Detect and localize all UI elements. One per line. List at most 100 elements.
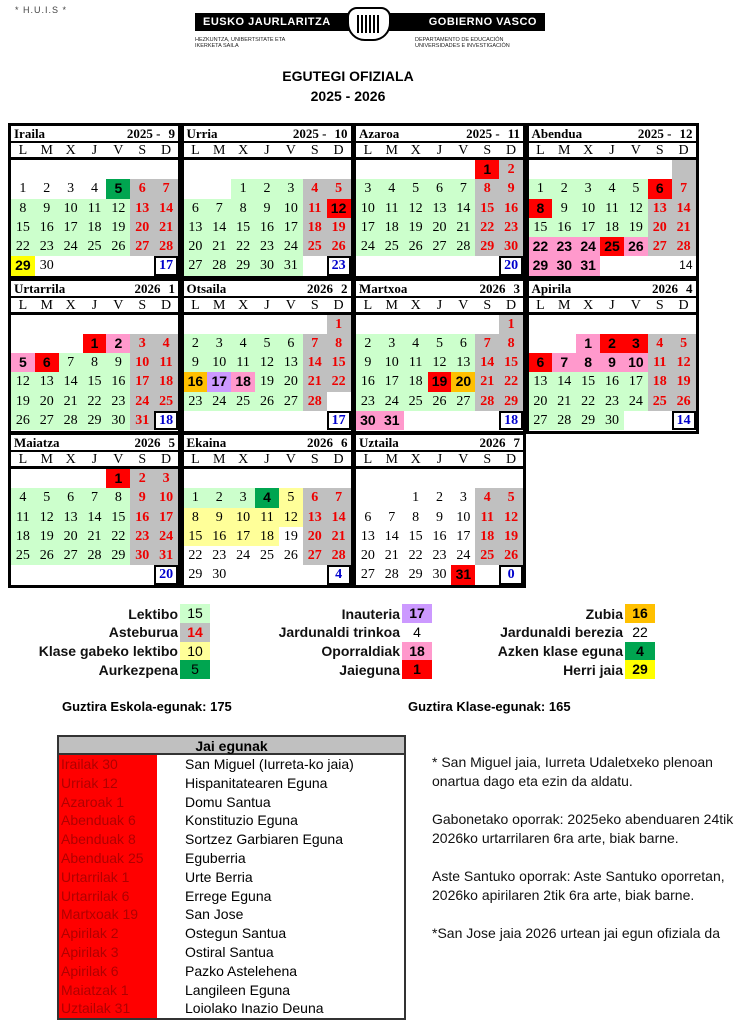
day-cell: 4 (255, 488, 279, 508)
logo-left-text: EUSKO JAURLARITZA (203, 16, 331, 28)
day-cell: 8 (82, 353, 107, 373)
empty-cell (404, 256, 428, 275)
holiday-row: Urtarrilak 6 Erregе Eguna (59, 886, 404, 906)
weekday-label: V (458, 143, 469, 158)
day-cell: 30 (212, 567, 227, 583)
month-number: 5 (168, 435, 176, 450)
weekday-label: L (536, 143, 545, 158)
empty-cell (356, 469, 380, 488)
day-cell: 3 (459, 490, 467, 506)
legend-swatch: 5 (180, 660, 210, 680)
day-cell: 31 (576, 256, 601, 276)
holiday-name: Domu Santua (185, 793, 271, 810)
day-cell: 22 (475, 217, 500, 238)
empty-cell (207, 315, 231, 334)
day-cell: 3 (130, 333, 155, 354)
holiday-name: Konstituzio Eguna (185, 812, 298, 829)
day-cell: 23 (432, 548, 447, 564)
month-abendua: Abendua 2025 -12 L M X J V S D 1 2 3 4 5 6 7 8 9 10 11 12 13 1… (525, 123, 699, 279)
month-name: Uztaila (359, 435, 399, 450)
holidays-table-title: Jai egunak (59, 737, 404, 755)
day-cell: 9 (435, 509, 443, 525)
day-cell: 14 (384, 528, 399, 544)
day-cell: 29 (106, 546, 131, 566)
weekday-label: L (18, 297, 28, 313)
empty-cell (380, 256, 404, 275)
day-cell: 8 (11, 198, 35, 218)
day-cell: 21 (154, 217, 178, 238)
day-cell: 1 (412, 490, 420, 506)
day-cell: 13 (58, 507, 83, 527)
day-cell: 8 (475, 179, 500, 199)
day-cell: 2 (600, 333, 624, 354)
month-year: 2026 (652, 280, 678, 296)
day-cell: 18 (403, 372, 428, 392)
holiday-name: Urte Berria (185, 868, 253, 885)
day-cell: 6 (130, 179, 155, 199)
month-urria: Urria 2025 -10 L M X J V S D 1 2 3 4 5 6 7 8 9 10 11 12 13 14 1… (180, 123, 354, 279)
day-cell: 2 (130, 469, 155, 489)
legend-label: Oporraldiak (321, 643, 400, 660)
month-year: 2025 - (126, 126, 161, 141)
weekday-label: J (91, 297, 98, 313)
holiday-row: Irailak 30 San Miguel (Iurreta-ko jaia) (59, 755, 404, 774)
day-cell: 14 (82, 507, 107, 527)
day-cell: 4 (379, 179, 404, 199)
day-cell: 8 (499, 333, 523, 354)
day-cell: 11 (475, 507, 500, 527)
day-cell: 26 (671, 391, 696, 411)
weekday-label: V (285, 143, 296, 158)
day-cell: 22 (499, 372, 523, 392)
empty-cell (279, 565, 303, 584)
legend-swatch: 1 (402, 660, 432, 680)
empty-cell (576, 315, 600, 334)
day-cell: 25 (259, 548, 274, 564)
day-cell: 31 (278, 256, 303, 276)
day-cell: 12 (499, 507, 523, 527)
weekday-label: D (161, 143, 172, 158)
month-azaroa: Azaroa 2025 -11 L M X J V S D 1 2 3 4 5 6 7 8 9 10 11 12 13 14… (353, 123, 526, 279)
holiday-date: Martxoak 19 (59, 905, 157, 925)
day-cell: 3 (623, 333, 648, 354)
legend-swatch: 17 (402, 604, 432, 623)
day-cell: 31 (154, 546, 178, 566)
day-cell: 22 (106, 526, 131, 547)
month-days: 1 2 3 4 5 6 7 8 9 10 11 12 13 14 15 16 17 18 19 20 21 22 23 24 2… (528, 315, 696, 431)
legend-swatch: 14 (180, 622, 210, 642)
weekday-label: L (18, 452, 28, 467)
empty-cell (11, 334, 35, 353)
day-cell: 8 (231, 198, 256, 218)
day-cell: 22 (231, 237, 256, 257)
day-cell: 29 (188, 567, 203, 583)
weekday-label: M (385, 452, 398, 467)
day-cell: 10 (231, 507, 256, 527)
weekday-label: D (678, 297, 689, 313)
month-martxoa: Martxoa 2026 3 L M X J V S D 1 2 3 4 5 6 7 8 9 10 11 12 13 14 15… (353, 277, 526, 434)
day-cell: 27 (360, 567, 375, 583)
weekday-label: V (113, 143, 124, 158)
day-cell: 10 (456, 509, 471, 525)
empty-cell (154, 315, 178, 334)
weekday-label: L (191, 297, 200, 313)
weekday-label: S (138, 297, 147, 313)
weekday-label: S (310, 452, 319, 467)
weekday-label: X (65, 452, 76, 467)
day-cell: 21 (58, 391, 83, 411)
empty-cell (648, 160, 672, 179)
weekday-label: D (333, 297, 344, 313)
day-cell: 3 (379, 333, 404, 354)
school-day-count: 17 (154, 256, 178, 276)
empty-cell (428, 160, 452, 179)
month-days: 1 2 3 4 5 6 7 8 9 10 11 12 13 14 15 16 17 18 19 20 21 22 23 24 2… (183, 469, 351, 585)
day-cell: 19 (499, 526, 523, 547)
day-cell: 22 (408, 548, 423, 564)
day-cell: 11 (154, 353, 178, 373)
day-cell: 14 (154, 198, 178, 218)
empty-cell (83, 315, 107, 334)
holiday-name: San Miguel (Iurreta-ko jaia) (185, 756, 354, 772)
day-cell: 8 (326, 333, 351, 354)
empty-cell (35, 565, 59, 584)
day-cell: 15 (82, 372, 107, 392)
